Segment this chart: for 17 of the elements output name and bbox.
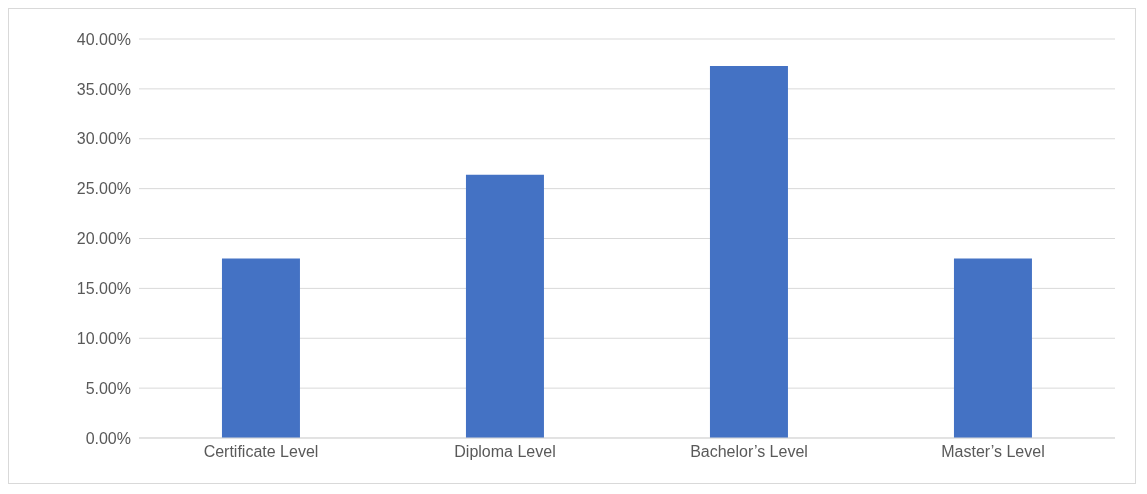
y-tick-label: 15.00% xyxy=(76,280,131,298)
y-tick-label: 0.00% xyxy=(85,429,131,447)
y-tick-label: 5.00% xyxy=(85,379,131,397)
y-tick-label: 20.00% xyxy=(76,230,131,248)
x-tick-label: Diploma Level xyxy=(454,443,556,461)
bar xyxy=(465,174,544,438)
bar xyxy=(953,258,1032,438)
y-tick-label: 35.00% xyxy=(76,80,131,98)
bar xyxy=(221,258,300,438)
y-tick-label: 25.00% xyxy=(76,180,131,198)
x-tick-label: Certificate Level xyxy=(203,443,319,461)
y-tick-label: 40.00% xyxy=(76,30,131,48)
y-tick-label: 10.00% xyxy=(76,329,131,347)
x-tick-label: Master’s Level xyxy=(941,443,1045,461)
bar xyxy=(709,65,788,438)
y-tick-label: 30.00% xyxy=(76,130,131,148)
x-tick-label: Bachelor’s Level xyxy=(690,443,808,461)
